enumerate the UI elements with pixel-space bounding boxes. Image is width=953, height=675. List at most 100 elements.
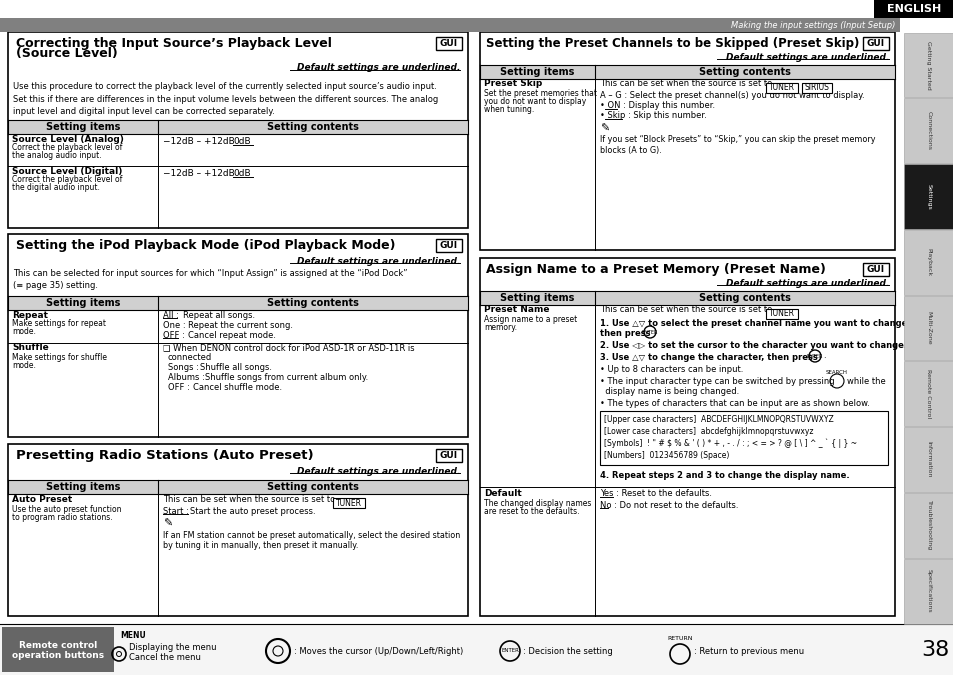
- Text: The changed display names: The changed display names: [483, 500, 591, 508]
- Bar: [0, 0, 953, 18]
- Bar: [765, 309, 797, 319]
- Bar: [903, 164, 953, 229]
- Text: Default settings are underlined.: Default settings are underlined.: [296, 256, 459, 265]
- Text: [Numbers]  0123456789 (Space): [Numbers] 0123456789 (Space): [603, 450, 729, 460]
- Text: by tuning it in manually, then preset it manually.: by tuning it in manually, then preset it…: [163, 541, 358, 549]
- Text: Setting items: Setting items: [499, 293, 574, 303]
- Text: [Symbols]  ! " # $ % & ' ( ) * + , - . / : ; < = > ? @ [ \ ] ^ _ ` { | } ~: [Symbols] ! " # $ % & ' ( ) * + , - . / …: [603, 438, 856, 448]
- Text: 0dB: 0dB: [233, 169, 251, 178]
- Text: −12dB – +12dB: −12dB – +12dB: [163, 138, 237, 146]
- Text: then press: then press: [599, 329, 650, 338]
- Text: 38: 38: [920, 639, 948, 659]
- Text: Setting items: Setting items: [499, 67, 574, 77]
- Text: This can be set when the source is set to: This can be set when the source is set t…: [599, 306, 771, 315]
- Bar: [862, 263, 888, 276]
- Text: Default settings are underlined.: Default settings are underlined.: [725, 279, 888, 288]
- Text: blocks (A to G).: blocks (A to G).: [599, 146, 661, 155]
- Text: Displaying the menu: Displaying the menu: [129, 643, 216, 651]
- Text: TUNER: TUNER: [335, 499, 361, 508]
- Text: SIRIUS: SIRIUS: [803, 84, 828, 92]
- Bar: [903, 427, 953, 492]
- Text: memory.: memory.: [483, 323, 517, 333]
- Text: Setting items: Setting items: [46, 122, 120, 132]
- Text: TUNER: TUNER: [768, 310, 794, 319]
- Text: : Moves the cursor (Up/Down/Left/Right): : Moves the cursor (Up/Down/Left/Right): [294, 647, 463, 655]
- Text: when tuning.: when tuning.: [483, 105, 534, 113]
- Text: the digital audio input.: the digital audio input.: [12, 184, 100, 192]
- Text: Cancel shuffle mode.: Cancel shuffle mode.: [193, 383, 282, 392]
- Text: (Source Level): (Source Level): [16, 47, 117, 61]
- Text: 1. Use △▽ to select the preset channel name you want to change,: 1. Use △▽ to select the preset channel n…: [599, 319, 910, 327]
- Text: Default settings are underlined.: Default settings are underlined.: [296, 63, 459, 72]
- Text: ENTER: ENTER: [500, 649, 518, 653]
- Bar: [2, 627, 113, 672]
- Text: [Upper case characters]  ABCDEFGHIJKLMNOPQRSTUVWXYZ: [Upper case characters] ABCDEFGHIJKLMNOP…: [603, 414, 833, 423]
- Text: mode.: mode.: [12, 327, 36, 337]
- Text: Preset Name: Preset Name: [483, 306, 549, 315]
- Text: Connections: Connections: [925, 111, 930, 150]
- Bar: [765, 83, 797, 93]
- Text: .: .: [822, 352, 824, 360]
- Bar: [333, 498, 365, 508]
- Text: ❑ When DENON control dock for iPod ASD-1R or ASD-11R is: ❑ When DENON control dock for iPod ASD-1…: [163, 344, 415, 352]
- Text: Repeat: Repeat: [12, 310, 48, 319]
- Bar: [599, 411, 887, 465]
- Bar: [479, 32, 894, 250]
- Text: while the: while the: [846, 377, 884, 385]
- Text: TUNER: TUNER: [768, 84, 794, 92]
- Bar: [873, 0, 953, 18]
- Text: This can be set when the source is set to: This can be set when the source is set t…: [599, 80, 771, 88]
- Text: One :: One :: [163, 321, 186, 329]
- Bar: [436, 239, 461, 252]
- Bar: [903, 99, 953, 163]
- Text: Specifications: Specifications: [925, 569, 930, 613]
- Text: OFF :: OFF :: [168, 383, 190, 392]
- Text: Setting contents: Setting contents: [267, 482, 358, 492]
- Text: ✎: ✎: [163, 519, 172, 529]
- Text: Playback: Playback: [925, 248, 930, 276]
- Text: Use the auto preset function: Use the auto preset function: [12, 504, 121, 514]
- Text: : Return to previous menu: : Return to previous menu: [693, 647, 803, 655]
- Text: Cancel repeat mode.: Cancel repeat mode.: [188, 331, 275, 340]
- Text: Correct the playback level of: Correct the playback level of: [12, 176, 122, 184]
- Text: Default settings are underlined.: Default settings are underlined.: [725, 53, 888, 61]
- Bar: [8, 32, 468, 228]
- Text: display name is being changed.: display name is being changed.: [599, 387, 739, 396]
- Bar: [801, 83, 831, 93]
- Bar: [8, 480, 468, 494]
- Text: Shuffle all songs.: Shuffle all songs.: [200, 364, 272, 373]
- Text: Set the preset memories that: Set the preset memories that: [483, 88, 597, 97]
- Bar: [8, 234, 468, 437]
- Text: 0dB: 0dB: [233, 138, 251, 146]
- Text: Repeat all songs.: Repeat all songs.: [183, 310, 254, 319]
- Text: GUI: GUI: [439, 241, 457, 250]
- Text: Troubleshooting: Troubleshooting: [925, 500, 930, 550]
- Text: Remote control: Remote control: [19, 641, 97, 650]
- Text: Cancel the menu: Cancel the menu: [129, 653, 201, 662]
- Text: MENU: MENU: [120, 632, 146, 641]
- Text: Auto Preset: Auto Preset: [12, 495, 72, 504]
- Text: Presetting Radio Stations (Auto Preset): Presetting Radio Stations (Auto Preset): [16, 450, 314, 462]
- Text: OFF :: OFF :: [163, 331, 185, 340]
- Text: Remote Control: Remote Control: [925, 369, 930, 418]
- Text: • The input character type can be switched by pressing: • The input character type can be switch…: [599, 377, 834, 385]
- Text: 3. Use △▽ to change the character, then press: 3. Use △▽ to change the character, then …: [599, 352, 817, 362]
- Text: 2. Use ◁▷ to set the cursor to the character you want to change.: 2. Use ◁▷ to set the cursor to the chara…: [599, 340, 906, 350]
- Bar: [8, 296, 468, 310]
- Text: connected: connected: [168, 354, 212, 362]
- Bar: [903, 493, 953, 558]
- Text: Songs :: Songs :: [168, 364, 198, 373]
- Text: This can be selected for input sources for which “Input Assign” is assigned at t: This can be selected for input sources f…: [13, 269, 407, 279]
- Text: Albums :: Albums :: [168, 373, 205, 383]
- Bar: [862, 37, 888, 50]
- Bar: [903, 361, 953, 426]
- Text: Multi-Zone: Multi-Zone: [925, 311, 930, 345]
- Text: Setting the iPod Playback Mode (iPod Playback Mode): Setting the iPod Playback Mode (iPod Pla…: [16, 240, 395, 252]
- Text: are reset to the defaults.: are reset to the defaults.: [483, 508, 578, 516]
- Text: Setting contents: Setting contents: [699, 293, 790, 303]
- Text: • The types of characters that can be input are as shown below.: • The types of characters that can be in…: [599, 398, 869, 408]
- Text: Repeat the current song.: Repeat the current song.: [188, 321, 293, 329]
- Text: Default: Default: [483, 489, 521, 499]
- Text: : Decision the setting: : Decision the setting: [522, 647, 612, 655]
- Text: Yes : Reset to the defaults.: Yes : Reset to the defaults.: [599, 489, 711, 499]
